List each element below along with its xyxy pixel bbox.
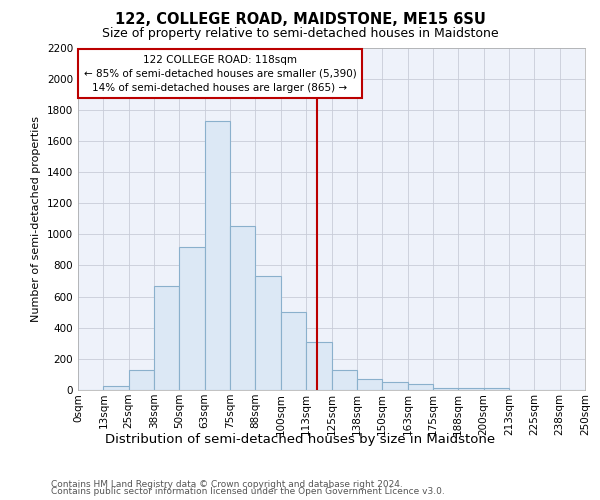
Text: Contains HM Land Registry data © Crown copyright and database right 2024.: Contains HM Land Registry data © Crown c… bbox=[51, 480, 403, 489]
Bar bbox=[179, 247, 205, 390]
Y-axis label: Number of semi-detached properties: Number of semi-detached properties bbox=[31, 116, 41, 322]
Text: Size of property relative to semi-detached houses in Maidstone: Size of property relative to semi-detach… bbox=[101, 28, 499, 40]
Bar bbox=[458, 388, 484, 390]
Bar bbox=[357, 379, 382, 390]
Bar bbox=[230, 226, 256, 390]
Text: 122 COLLEGE ROAD: 118sqm
← 85% of semi-detached houses are smaller (5,390)
14% o: 122 COLLEGE ROAD: 118sqm ← 85% of semi-d… bbox=[83, 54, 356, 92]
Bar bbox=[128, 370, 154, 390]
Bar bbox=[256, 276, 281, 390]
Bar bbox=[281, 312, 306, 390]
Bar bbox=[484, 388, 509, 390]
Bar bbox=[205, 122, 230, 390]
Bar bbox=[382, 382, 407, 390]
Bar bbox=[433, 388, 458, 390]
Text: Contains public sector information licensed under the Open Government Licence v3: Contains public sector information licen… bbox=[51, 488, 445, 496]
Bar bbox=[154, 286, 179, 390]
Bar bbox=[306, 342, 331, 390]
Bar bbox=[103, 386, 128, 390]
Text: Distribution of semi-detached houses by size in Maidstone: Distribution of semi-detached houses by … bbox=[105, 432, 495, 446]
Bar bbox=[407, 384, 433, 390]
Bar bbox=[331, 370, 357, 390]
Text: 122, COLLEGE ROAD, MAIDSTONE, ME15 6SU: 122, COLLEGE ROAD, MAIDSTONE, ME15 6SU bbox=[115, 12, 485, 28]
